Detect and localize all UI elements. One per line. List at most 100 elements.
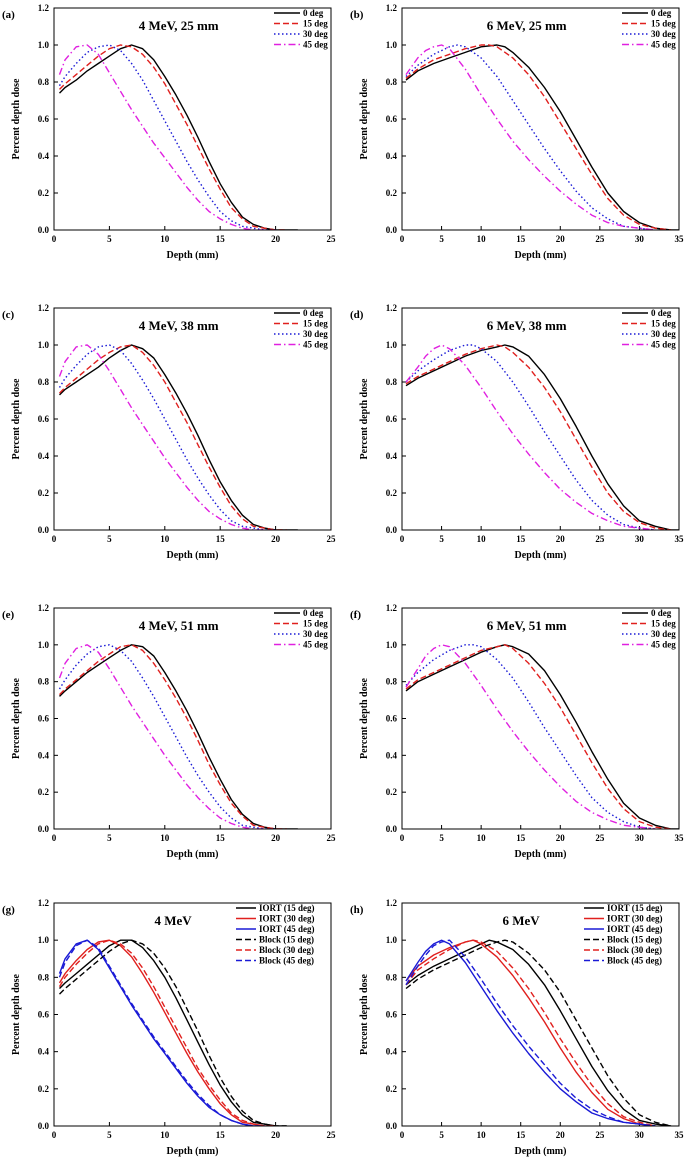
x-tick-label: 5 — [107, 234, 112, 244]
panel-label: (g) — [2, 904, 15, 916]
y-tick-label: 0.2 — [386, 188, 398, 198]
plot-frame — [401, 307, 680, 531]
y-tick-label: 1.0 — [386, 40, 398, 50]
x-axis-label: Depth (mm) — [515, 1146, 567, 1157]
y-tick-label: 0.4 — [386, 1047, 398, 1057]
y-tick-label: 0.6 — [38, 714, 50, 724]
panel-label: (h) — [350, 904, 364, 916]
chart-title: 6 MeV, 38 mm — [487, 318, 567, 333]
y-tick-label: 0.2 — [38, 488, 50, 498]
x-tick-label: 15 — [216, 234, 226, 244]
y-tick-label: 0.8 — [386, 377, 398, 387]
chart-panel: (d) 0.0 0.2 0.4 0.6 0.8 1.0 1.2 0 5 10 15 20 25 30 35 De… — [350, 303, 684, 561]
legend-entry: IORT (15 deg) — [607, 903, 663, 913]
legend-entry: 30 deg — [651, 629, 676, 639]
series-line — [59, 644, 287, 829]
y-tick-label: 1.2 — [386, 3, 398, 13]
x-tick-label: 5 — [107, 1130, 112, 1140]
y-tick-label: 0.4 — [38, 451, 50, 461]
x-axis-label: Depth (mm) — [167, 250, 219, 261]
legend-entry: 45 deg — [651, 40, 676, 50]
series-line — [59, 644, 298, 829]
legend-entry: Block (15 deg) — [259, 935, 314, 945]
chart-panel: (g) 0.0 0.2 0.4 0.6 0.8 1.0 1.2 0 5 10 15 20 25 Depth … — [2, 898, 336, 1157]
x-tick-label: 0 — [52, 534, 57, 544]
x-tick-label: 10 — [477, 534, 487, 544]
legend-entry: IORT (30 deg) — [259, 914, 315, 924]
series-line — [58, 44, 265, 230]
legend-entry: 15 deg — [651, 319, 676, 329]
chart-panel: (c) 0.0 0.2 0.4 0.6 0.8 1.0 1.2 0 5 10 15 20 25 Depth … — [2, 303, 336, 561]
legend-entry: 15 deg — [303, 19, 328, 29]
legend-entry: Block (15 deg) — [607, 935, 662, 945]
y-axis-label: Percent depth dose — [359, 78, 370, 159]
x-tick-label: 35 — [675, 833, 685, 843]
y-tick-label: 0.0 — [38, 824, 50, 834]
series-line — [58, 344, 265, 530]
legend-entry: 45 deg — [651, 640, 676, 650]
x-tick-label: 10 — [160, 1130, 170, 1140]
series-line — [405, 939, 656, 1126]
x-tick-label: 20 — [271, 1130, 281, 1140]
x-tick-label: 15 — [216, 833, 226, 843]
legend: IORT (15 deg)IORT (30 deg)IORT (45 deg)B… — [236, 903, 315, 966]
y-tick-label: 0.0 — [386, 525, 398, 535]
x-tick-label: 30 — [635, 1130, 645, 1140]
y-tick-label: 1.0 — [38, 640, 50, 650]
panel-label: (b) — [350, 9, 364, 21]
panel-label: (a) — [2, 9, 15, 21]
chart-title: 6 MeV, 25 mm — [487, 18, 567, 33]
chart-panel: (a) 0.0 0.2 0.4 0.6 0.8 1.0 1.2 0 5 10 15 20 25 Depth … — [2, 3, 336, 261]
panel-label: (e) — [2, 609, 15, 621]
series-line — [405, 644, 679, 829]
x-tick-label: 20 — [271, 234, 281, 244]
x-tick-label: 10 — [477, 1130, 487, 1140]
x-tick-label: 35 — [675, 534, 685, 544]
y-tick-label: 0.6 — [38, 414, 50, 424]
y-tick-label: 0.2 — [386, 1084, 398, 1094]
series-line — [405, 939, 672, 1126]
series-line — [405, 939, 672, 1126]
chart-title: 4 MeV, 25 mm — [139, 18, 219, 33]
y-tick-label: 0.0 — [38, 225, 50, 235]
x-axis-label: Depth (mm) — [515, 550, 567, 561]
series-line — [59, 344, 287, 530]
legend-entry: 0 deg — [303, 308, 324, 318]
x-tick-label: 15 — [516, 1130, 526, 1140]
legend-entry: 0 deg — [303, 608, 324, 618]
x-tick-label: 10 — [477, 234, 487, 244]
x-axis-label: Depth (mm) — [167, 849, 219, 860]
x-tick-label: 10 — [477, 833, 487, 843]
chart-title: 6 MeV — [503, 913, 541, 928]
y-tick-label: 0.8 — [386, 677, 398, 687]
y-tick-label: 0.8 — [386, 972, 398, 982]
series-line — [59, 939, 287, 1126]
y-tick-label: 0.2 — [38, 787, 50, 797]
chart-panel: (b) 0.0 0.2 0.4 0.6 0.8 1.0 1.2 0 5 10 15 20 25 30 35 De… — [350, 3, 684, 261]
series-line — [405, 939, 656, 1126]
y-tick-label: 1.0 — [38, 935, 50, 945]
x-tick-label: 0 — [52, 833, 57, 843]
y-tick-label: 0.8 — [38, 77, 50, 87]
chart-panel: (f) 0.0 0.2 0.4 0.6 0.8 1.0 1.2 0 5 10 15 20 25 30 35 De… — [350, 603, 684, 860]
series-line — [59, 344, 298, 530]
y-tick-label: 1.0 — [386, 340, 398, 350]
y-tick-label: 0.0 — [38, 525, 50, 535]
series-line — [58, 939, 276, 1126]
x-tick-label: 25 — [595, 1130, 605, 1140]
y-tick-label: 1.2 — [386, 898, 398, 908]
y-tick-label: 0.6 — [386, 414, 398, 424]
series-line — [59, 939, 287, 1126]
series-line — [58, 44, 276, 230]
x-tick-label: 5 — [107, 534, 112, 544]
series-line — [58, 939, 265, 1126]
legend-entry: 15 deg — [303, 319, 328, 329]
x-tick-label: 15 — [216, 1130, 226, 1140]
legend-entry: Block (45 deg) — [259, 956, 314, 966]
x-tick-label: 15 — [516, 234, 526, 244]
x-tick-label: 20 — [271, 833, 281, 843]
